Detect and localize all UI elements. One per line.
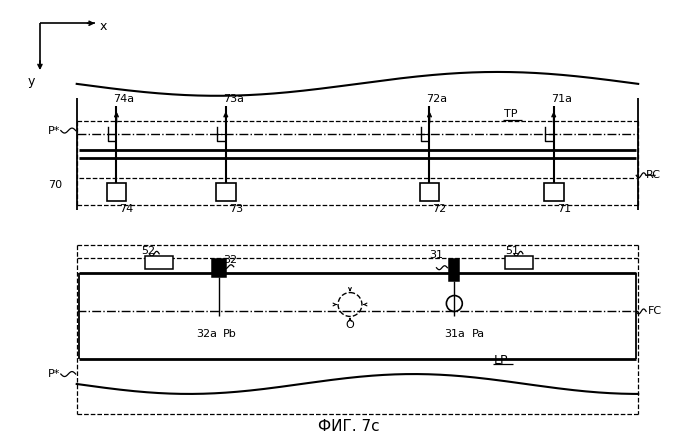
Text: FC: FC: [648, 306, 662, 317]
Bar: [106, 183, 127, 201]
Text: 31: 31: [429, 250, 443, 260]
Text: P*: P*: [48, 126, 60, 136]
Text: 70: 70: [48, 180, 62, 190]
Text: RC: RC: [646, 170, 661, 180]
Text: Pa: Pa: [473, 329, 485, 339]
Text: ФИГ. 7c: ФИГ. 7c: [318, 419, 380, 434]
Bar: [544, 183, 563, 201]
Text: 71a: 71a: [551, 94, 572, 104]
Text: 52: 52: [141, 246, 155, 256]
Text: O: O: [345, 320, 354, 330]
Text: 72: 72: [433, 204, 447, 214]
Text: 74a: 74a: [113, 94, 135, 104]
Text: x: x: [99, 20, 107, 33]
Text: y: y: [27, 75, 35, 88]
Text: 32: 32: [223, 255, 237, 265]
Bar: [212, 259, 226, 277]
Text: 74: 74: [120, 204, 134, 214]
Text: P*: P*: [48, 369, 60, 379]
Bar: [145, 256, 173, 268]
Bar: [419, 183, 440, 201]
Bar: [216, 183, 236, 201]
Bar: [449, 259, 459, 281]
Text: 73: 73: [229, 204, 243, 214]
Text: 31a: 31a: [445, 329, 466, 339]
Text: 72a: 72a: [426, 94, 447, 104]
Text: TP: TP: [504, 109, 517, 119]
Bar: [505, 256, 533, 268]
Text: 32a: 32a: [196, 329, 217, 339]
Text: 73a: 73a: [223, 94, 244, 104]
Text: 51: 51: [505, 246, 519, 256]
Text: LP: LP: [494, 354, 509, 367]
Text: Pb: Pb: [223, 329, 236, 339]
Text: 71: 71: [556, 204, 571, 214]
